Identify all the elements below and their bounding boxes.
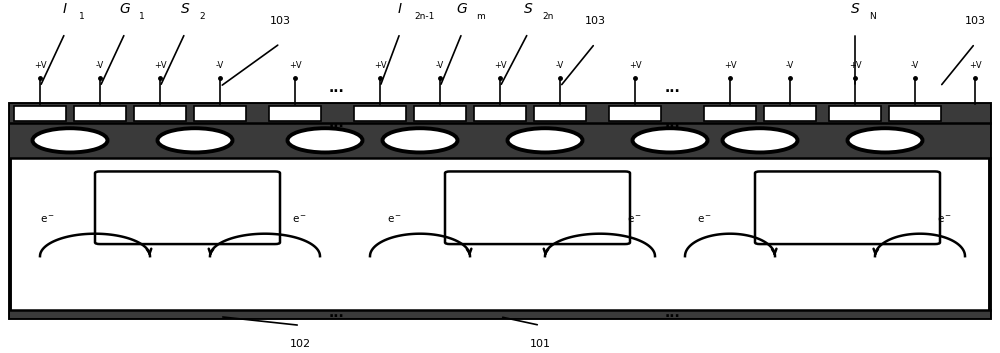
Text: -V: -V [436, 61, 444, 71]
Text: ···: ··· [664, 120, 680, 133]
Text: ···: ··· [329, 85, 345, 99]
Bar [414, 106, 466, 121]
Bar [10, 104, 990, 123]
Text: 1: 1 [139, 12, 145, 21]
Ellipse shape [722, 128, 798, 152]
Text: +V: +V [289, 61, 301, 71]
Bar [10, 123, 990, 158]
Bar [74, 106, 126, 121]
Text: N: N [869, 12, 876, 21]
Text: ···: ··· [664, 310, 680, 324]
Bar [764, 106, 816, 121]
Text: 103: 103 [584, 16, 606, 26]
Ellipse shape [32, 128, 108, 152]
Text: 102: 102 [289, 339, 311, 349]
Text: 2n-1: 2n-1 [414, 12, 434, 21]
Text: e$^-$: e$^-$ [937, 214, 953, 225]
Text: +V: +V [849, 61, 861, 71]
Text: G: G [457, 2, 467, 16]
FancyBboxPatch shape [755, 172, 940, 244]
Text: ···: ··· [664, 85, 680, 99]
Text: -V: -V [556, 61, 564, 71]
Ellipse shape [158, 128, 232, 152]
Text: 2: 2 [199, 12, 205, 21]
Text: -V: -V [786, 61, 794, 71]
Bar [10, 104, 990, 318]
Text: S: S [524, 2, 532, 16]
Text: m: m [476, 12, 485, 21]
Ellipse shape [848, 128, 922, 152]
Text: +V: +V [494, 61, 506, 71]
Text: -V: -V [216, 61, 224, 71]
Bar [10, 310, 990, 318]
Text: S: S [851, 2, 859, 16]
Text: S: S [181, 2, 189, 16]
Text: 2n: 2n [542, 12, 553, 21]
Bar [704, 106, 756, 121]
Bar [354, 106, 406, 121]
Text: +V: +V [969, 61, 981, 71]
Text: +V: +V [154, 61, 166, 71]
Text: +V: +V [629, 61, 641, 71]
Bar [534, 106, 586, 121]
Text: +V: +V [724, 61, 736, 71]
Text: 103: 103 [270, 16, 290, 26]
FancyBboxPatch shape [95, 172, 280, 244]
Bar [269, 106, 321, 121]
Text: e$^-$: e$^-$ [697, 214, 713, 225]
Text: e$^-$: e$^-$ [387, 214, 403, 225]
Text: ···: ··· [329, 120, 345, 133]
Bar [829, 106, 881, 121]
Text: e$^-$: e$^-$ [292, 214, 308, 225]
Bar [609, 106, 661, 121]
Text: 101: 101 [530, 339, 550, 349]
FancyBboxPatch shape [445, 172, 630, 244]
Ellipse shape [288, 128, 362, 152]
Text: 1: 1 [79, 12, 85, 21]
Bar [474, 106, 526, 121]
Text: I: I [398, 2, 402, 16]
Text: e$^-$: e$^-$ [40, 214, 56, 225]
Text: -V: -V [96, 61, 104, 71]
Text: -V: -V [911, 61, 919, 71]
Ellipse shape [382, 128, 458, 152]
Text: +V: +V [374, 61, 386, 71]
Bar [14, 106, 66, 121]
Ellipse shape [633, 128, 708, 152]
Text: G: G [120, 2, 130, 16]
Bar [194, 106, 246, 121]
Ellipse shape [508, 128, 582, 152]
Text: I: I [63, 2, 67, 16]
Text: +V: +V [34, 61, 46, 71]
Text: 103: 103 [964, 16, 986, 26]
Text: e$^-$: e$^-$ [627, 214, 643, 225]
Text: ···: ··· [329, 310, 345, 324]
Bar [889, 106, 941, 121]
Bar [134, 106, 186, 121]
